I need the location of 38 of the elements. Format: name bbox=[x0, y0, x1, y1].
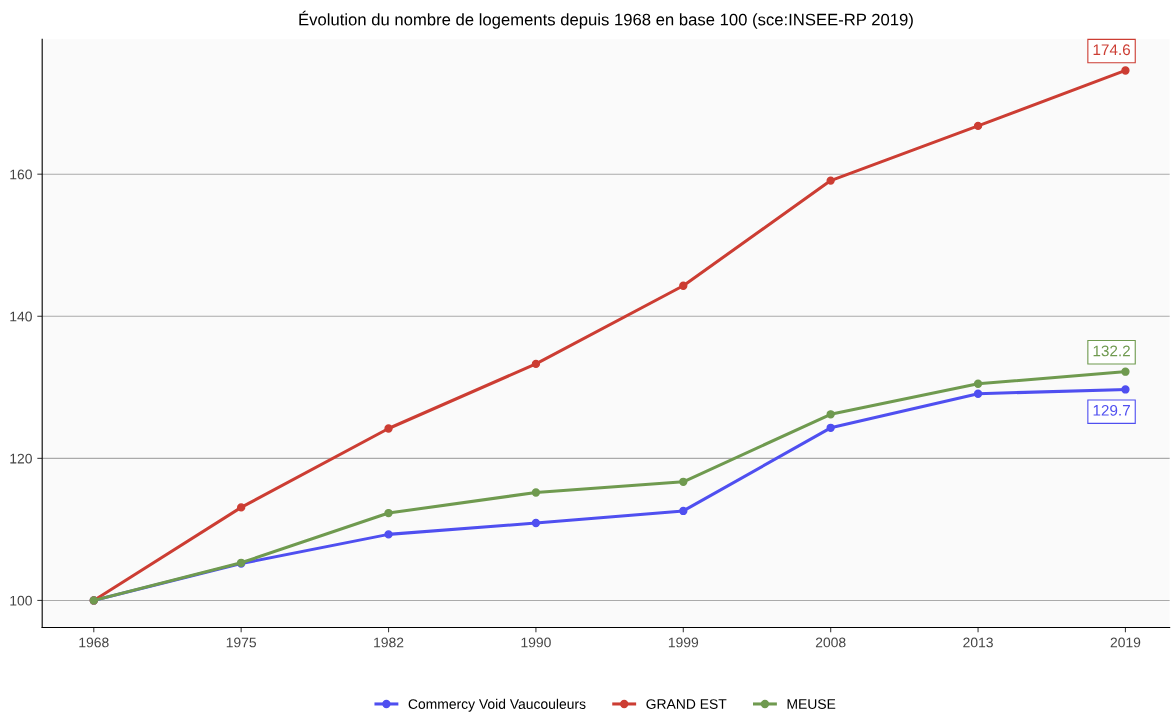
y-tick-label: 160 bbox=[10, 169, 32, 180]
y-tick-label: 100 bbox=[10, 595, 32, 606]
x-tick-label: 2013 bbox=[963, 637, 993, 648]
x-tick-label: 1968 bbox=[79, 637, 109, 648]
point bbox=[531, 359, 541, 369]
point bbox=[1121, 385, 1130, 394]
point bbox=[679, 477, 688, 486]
point bbox=[236, 503, 246, 512]
point bbox=[679, 506, 688, 516]
point bbox=[826, 176, 835, 185]
legend-label: Commercy Void Vaucouleurs bbox=[408, 698, 586, 712]
point bbox=[679, 281, 688, 290]
legend-label: MEUSE bbox=[787, 699, 836, 709]
point bbox=[973, 389, 983, 398]
point bbox=[531, 518, 541, 528]
point bbox=[973, 121, 983, 131]
point bbox=[826, 423, 835, 432]
point bbox=[384, 530, 393, 539]
point bbox=[973, 379, 983, 388]
legend-label: GRAND EST bbox=[646, 699, 727, 709]
data-label: 129.7 bbox=[1093, 404, 1130, 416]
point bbox=[826, 410, 835, 419]
y-tick-label: 140 bbox=[10, 311, 32, 322]
point bbox=[384, 508, 393, 518]
point bbox=[1121, 367, 1130, 376]
x-tick-label: 1982 bbox=[374, 637, 404, 648]
x-tick-label: 1975 bbox=[226, 637, 257, 648]
data-label: 174.6 bbox=[1093, 44, 1130, 56]
x-tick-label: 2019 bbox=[1110, 637, 1141, 648]
point bbox=[384, 424, 393, 433]
chart-title: Évolution du nombre de logements depuis 1968 en base 100 (sce:INSEE-RP 2019) bbox=[299, 10, 913, 29]
x-tick-label: 1990 bbox=[521, 637, 551, 648]
point bbox=[531, 488, 541, 497]
y-tick-label: 120 bbox=[10, 453, 32, 464]
x-tick-label: 2008 bbox=[815, 637, 846, 648]
x-tick-label: 1999 bbox=[668, 637, 699, 648]
point bbox=[1121, 66, 1130, 75]
data-label: 132.2 bbox=[1093, 345, 1130, 357]
